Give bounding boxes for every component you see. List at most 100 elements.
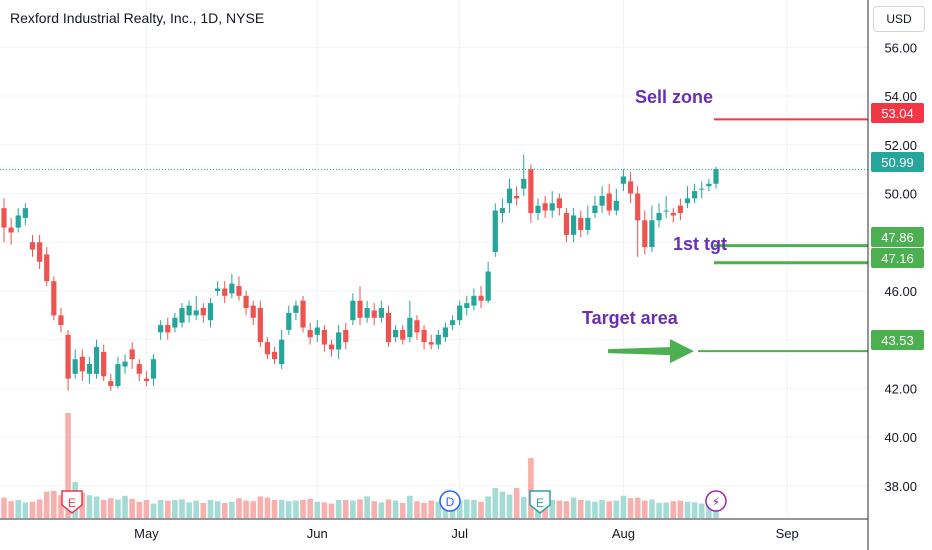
candle-body <box>8 227 14 233</box>
volume-bar <box>243 500 249 518</box>
candle-body <box>307 329 313 338</box>
x-tick-label: Aug <box>612 526 635 541</box>
candle-body <box>542 203 548 211</box>
volume-bar <box>93 496 100 518</box>
candle-body <box>599 195 605 206</box>
candle-body <box>407 317 413 338</box>
volume-bar <box>520 497 527 518</box>
volume-bar <box>613 500 620 518</box>
volume-bar <box>698 503 705 518</box>
volume-bar <box>271 500 278 518</box>
candle-body <box>143 378 149 382</box>
volume-bar <box>456 500 463 518</box>
currency-button[interactable]: USD <box>873 6 925 32</box>
candle-body <box>328 344 335 350</box>
x-tick-label: Jul <box>451 526 468 541</box>
candle-body <box>393 329 399 338</box>
candle-body <box>620 176 627 184</box>
candle-body <box>1 208 7 228</box>
volume-bar <box>221 503 228 518</box>
volume-bar <box>656 503 662 518</box>
candle-body <box>44 254 50 282</box>
candle-body <box>314 327 320 335</box>
volume-bar <box>314 501 321 518</box>
volume-bar <box>399 503 406 518</box>
volume-bar <box>691 502 698 518</box>
volume-bar <box>357 499 363 518</box>
candle-body <box>528 169 534 213</box>
volume-bar <box>599 500 605 518</box>
level-lines <box>0 118 868 353</box>
candle-body <box>22 208 28 218</box>
volume-bar <box>335 500 342 518</box>
target-area-label: Target area <box>582 308 678 328</box>
earnings-marker <box>61 490 83 514</box>
volume-bar <box>371 501 378 518</box>
volume-bar <box>435 501 442 518</box>
event-markers: E E D ⚡ <box>61 490 727 514</box>
volume-bar <box>179 499 185 518</box>
volume-bar <box>649 499 655 518</box>
volume-bar <box>214 501 221 518</box>
volume-bar <box>278 500 285 518</box>
volume-bar <box>328 503 335 518</box>
candle-body <box>222 288 228 296</box>
volume-bar <box>36 499 43 518</box>
volume-bar <box>207 500 214 518</box>
candle-body <box>136 364 142 374</box>
volume-bar <box>129 498 135 518</box>
volume-bar <box>563 501 570 518</box>
volume-bar <box>186 502 192 518</box>
candle-body <box>385 312 392 343</box>
volume-bar <box>577 500 584 518</box>
candle-body <box>300 300 306 328</box>
candle-body <box>193 310 199 316</box>
current-price-tag: 50.99 <box>871 152 924 172</box>
tgt1-lower-tag: 47.16 <box>871 248 924 268</box>
volume-bar <box>300 500 306 518</box>
price-axis[interactable]: 38.0040.0042.0044.0046.0048.0050.0052.00… <box>867 0 917 550</box>
candle-body <box>293 305 299 313</box>
volume-bar <box>478 501 484 518</box>
candle-body <box>706 183 712 187</box>
candle-body <box>93 347 100 374</box>
arrow-shape <box>608 339 694 364</box>
candle-body <box>414 320 420 333</box>
time-axis[interactable]: May Jun Jul Aug Sep <box>0 518 868 541</box>
volume-bar <box>293 500 299 518</box>
earnings-marker-letter: E <box>68 496 76 510</box>
candle-body <box>571 215 577 235</box>
candle-body <box>635 193 641 221</box>
volume-bar <box>164 500 171 518</box>
volume-bar <box>642 500 648 518</box>
candle-body <box>158 325 164 333</box>
candle-body <box>699 188 705 190</box>
volume-bar <box>321 502 328 518</box>
x-tick-label: Jun <box>307 526 328 541</box>
candle-body <box>243 295 249 309</box>
candle-body <box>613 200 619 211</box>
candle-body <box>514 195 520 199</box>
volume-bar <box>528 458 534 518</box>
volume-bar <box>122 495 128 518</box>
volume-bar <box>385 499 392 518</box>
candle-body <box>521 178 527 189</box>
candle-body <box>179 308 185 323</box>
volume-bar <box>307 498 313 518</box>
volume-bar <box>670 501 677 518</box>
tgt1-upper-tag: 47.86 <box>871 227 924 247</box>
candle-body <box>449 320 456 326</box>
candle-body <box>65 334 71 379</box>
candle-body <box>172 317 178 328</box>
volume-bar <box>634 497 641 518</box>
y-tick-label: 42.00 <box>884 381 917 396</box>
volume-bar <box>236 498 242 518</box>
grid-lines <box>0 0 868 519</box>
candle-body <box>556 198 562 209</box>
candle-body <box>257 308 263 343</box>
volume-bar <box>549 500 556 518</box>
candle-body <box>165 325 171 333</box>
candle-body <box>478 295 484 301</box>
candle-body <box>378 308 384 318</box>
